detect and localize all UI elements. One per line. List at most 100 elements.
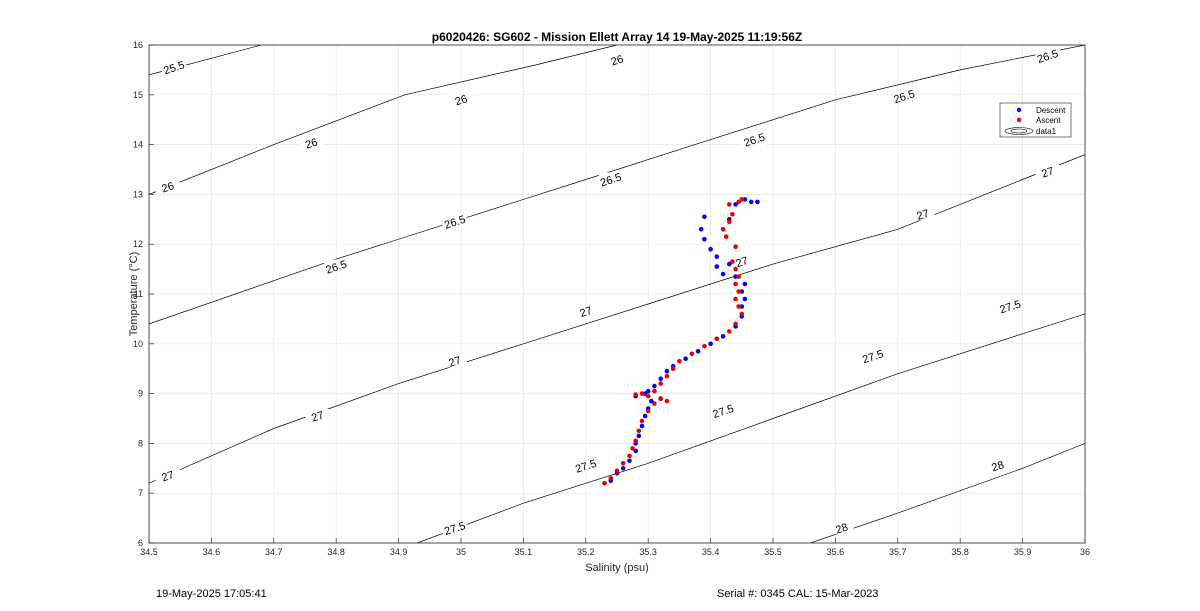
ascent-point bbox=[689, 351, 695, 357]
data-points bbox=[602, 197, 760, 486]
ascent-point bbox=[733, 321, 738, 327]
ascent-point bbox=[736, 304, 741, 309]
y-tick-label: 10 bbox=[133, 339, 143, 349]
descent-point bbox=[698, 227, 704, 232]
contour-label-bg bbox=[155, 468, 180, 482]
descent-point bbox=[652, 383, 657, 389]
density-contour-27.5 bbox=[417, 313, 1085, 543]
ascent-point bbox=[670, 366, 676, 372]
legend-marker-descent bbox=[1016, 107, 1022, 113]
y-axis-ticks: 6 7 8 9 10 11 12 13 14 15 16 bbox=[133, 40, 154, 548]
ascent-point bbox=[664, 398, 670, 404]
ascent-point bbox=[608, 476, 614, 481]
x-tick-label: 35 bbox=[456, 547, 466, 557]
x-tick-label: 35.7 bbox=[889, 547, 907, 557]
ascent-point bbox=[627, 453, 632, 459]
ascent-point bbox=[614, 468, 620, 474]
x-tick-label: 35.6 bbox=[827, 547, 845, 557]
ascent-point bbox=[658, 381, 663, 386]
ascent-point bbox=[602, 480, 607, 486]
descent-point bbox=[714, 254, 720, 259]
ascent-point bbox=[727, 329, 732, 334]
contour-label-28: 28 bbox=[834, 521, 849, 536]
x-tick-label: 35.1 bbox=[515, 547, 533, 557]
y-tick-label: 6 bbox=[138, 538, 143, 548]
density-contour-28 bbox=[810, 443, 1085, 543]
ascent-point bbox=[664, 373, 670, 379]
contour-label-bg bbox=[573, 458, 598, 472]
y-axis-label: Temperature (°C) bbox=[128, 252, 140, 336]
contour-label-bg bbox=[1035, 48, 1060, 62]
legend-label-descent: Descent bbox=[1036, 106, 1066, 115]
density-contour-labels: 25.52626262626.526.526.526.526.526.52727… bbox=[155, 48, 1060, 538]
y-tick-label: 14 bbox=[133, 140, 143, 150]
descent-point bbox=[714, 264, 720, 269]
contour-label-bg bbox=[910, 207, 935, 221]
ascent-point bbox=[733, 244, 738, 249]
descent-point bbox=[755, 199, 760, 205]
y-tick-label: 13 bbox=[133, 189, 143, 199]
ascent-point bbox=[723, 234, 729, 239]
ascent-point bbox=[720, 227, 726, 232]
contour-label-27: 27 bbox=[160, 469, 175, 484]
descent-point bbox=[649, 398, 654, 404]
contour-label-bg bbox=[860, 349, 885, 363]
contour-label-bg bbox=[829, 521, 854, 535]
contour-label-bg bbox=[985, 458, 1010, 472]
contour-label-26: 26 bbox=[610, 53, 625, 68]
descent-point bbox=[658, 376, 663, 382]
descent-point bbox=[695, 349, 701, 354]
contour-label-bg bbox=[324, 259, 349, 273]
descent-point bbox=[708, 246, 713, 252]
contour-label-28: 28 bbox=[990, 459, 1005, 474]
contour-label-bg bbox=[442, 214, 467, 228]
descent-point bbox=[645, 388, 651, 394]
ascent-point bbox=[733, 281, 738, 287]
x-tick-label: 35.4 bbox=[702, 547, 720, 557]
ascent-point bbox=[702, 344, 707, 349]
contour-label-bg bbox=[573, 304, 598, 318]
contour-label-27: 27 bbox=[310, 409, 325, 424]
ascent-point bbox=[733, 266, 738, 272]
ascent-point bbox=[652, 401, 657, 406]
descent-point bbox=[639, 423, 645, 429]
descent-point bbox=[633, 448, 638, 454]
contour-label-bg bbox=[161, 60, 186, 74]
ascent-point bbox=[739, 197, 745, 202]
ascent-point bbox=[736, 199, 741, 205]
ascent-point bbox=[739, 311, 745, 317]
contour-label-bg bbox=[892, 89, 917, 103]
contour-label-bg bbox=[729, 254, 754, 268]
x-tick-label: 35.5 bbox=[764, 547, 782, 557]
ascent-point bbox=[677, 358, 682, 364]
descent-point bbox=[702, 236, 707, 242]
contour-label-bg bbox=[605, 52, 629, 66]
contour-label-bg bbox=[155, 179, 180, 193]
legend-label-data1: data1 bbox=[1036, 127, 1057, 136]
contour-label-bg bbox=[442, 354, 467, 368]
ascent-point bbox=[727, 219, 732, 225]
contour-label-bg bbox=[998, 299, 1023, 313]
contour-label-26: 26 bbox=[454, 93, 469, 108]
descent-point bbox=[620, 466, 626, 471]
ascent-point bbox=[658, 396, 663, 401]
legend-marker-data1 bbox=[1004, 127, 1034, 135]
x-tick-label: 34.5 bbox=[140, 547, 158, 557]
contour-label-bg bbox=[742, 132, 767, 146]
ascent-point bbox=[633, 438, 638, 444]
x-tick-label: 35.9 bbox=[1014, 547, 1032, 557]
x-tick-label: 35.3 bbox=[639, 547, 657, 557]
descent-point bbox=[742, 281, 748, 287]
y-tick-label: 8 bbox=[138, 438, 143, 448]
contour-label-bg bbox=[449, 92, 473, 106]
footer-serial-cal: Serial #: 0345 CAL: 15-Mar-2023 bbox=[717, 588, 879, 600]
contour-label-27: 27 bbox=[447, 355, 462, 370]
descent-point bbox=[748, 199, 754, 205]
contour-label-27: 27 bbox=[734, 255, 749, 270]
x-axis-ticks: 34.5 34.6 34.7 34.8 34.9 35 35.1 35.2 35.3 35.4 35… bbox=[140, 538, 1090, 557]
density-contour-26.5 bbox=[149, 45, 1085, 325]
legend-marker-ascent bbox=[1016, 117, 1022, 123]
ascent-point bbox=[645, 408, 651, 414]
contour-label-27: 27 bbox=[1040, 165, 1055, 180]
